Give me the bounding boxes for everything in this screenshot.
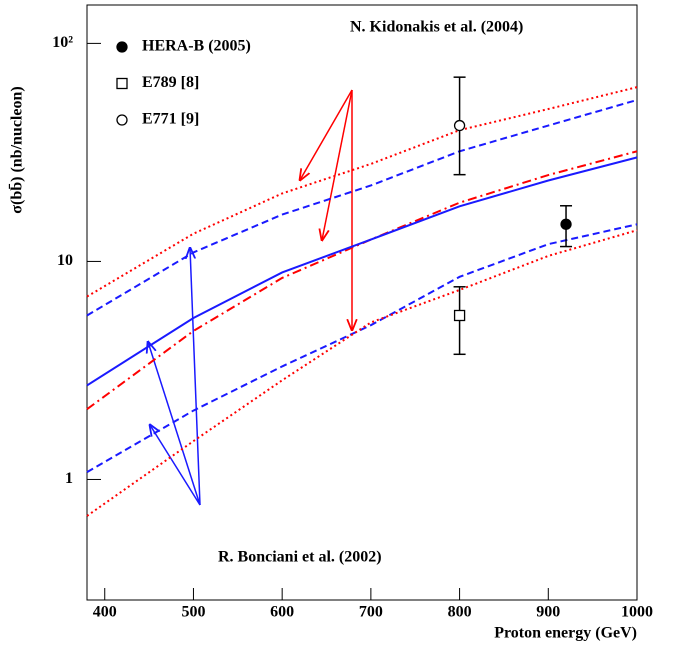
x-tick-label: 1000 [621, 604, 653, 621]
arrow [190, 248, 201, 506]
x-axis-label: Proton energy (GeV) [494, 625, 637, 642]
y-axis-label: σ(bb̄) (nb/nucleon) [7, 86, 26, 213]
curve [86, 229, 638, 517]
legend-marker [116, 41, 128, 53]
arrow [148, 342, 201, 506]
x-tick-label: 600 [270, 604, 294, 621]
x-tick-label: 800 [448, 604, 472, 621]
curve [86, 86, 638, 298]
legend-marker [116, 114, 128, 126]
arrow [300, 89, 353, 180]
annotation-arrows [148, 89, 353, 506]
x-tick-label: 900 [536, 604, 560, 621]
x-tick-label: 400 [93, 604, 117, 621]
marker [453, 309, 466, 322]
legend-label: E771 [9] [142, 111, 199, 128]
marker [453, 119, 466, 132]
annotation: R. Bonciani et al. (2002) [218, 549, 382, 566]
legend-label: E789 [8] [142, 74, 199, 91]
x-tick-label: 700 [359, 604, 383, 621]
marker [560, 218, 572, 230]
curve [86, 150, 638, 411]
y-tick-label: 1 [65, 470, 73, 487]
arrow [322, 89, 353, 240]
y-tick-label: 10 [57, 252, 73, 269]
plot-frame [86, 4, 638, 601]
legend-marker [116, 77, 128, 90]
legend-label: HERA-B (2005) [142, 38, 251, 55]
x-tick-label: 500 [181, 604, 205, 621]
curve [86, 156, 638, 387]
y-tick-label: 10² [52, 34, 73, 51]
curve [86, 223, 638, 474]
annotation: N. Kidonakis et al. (2004) [350, 19, 523, 36]
curve [86, 99, 638, 317]
arrow [150, 425, 201, 506]
